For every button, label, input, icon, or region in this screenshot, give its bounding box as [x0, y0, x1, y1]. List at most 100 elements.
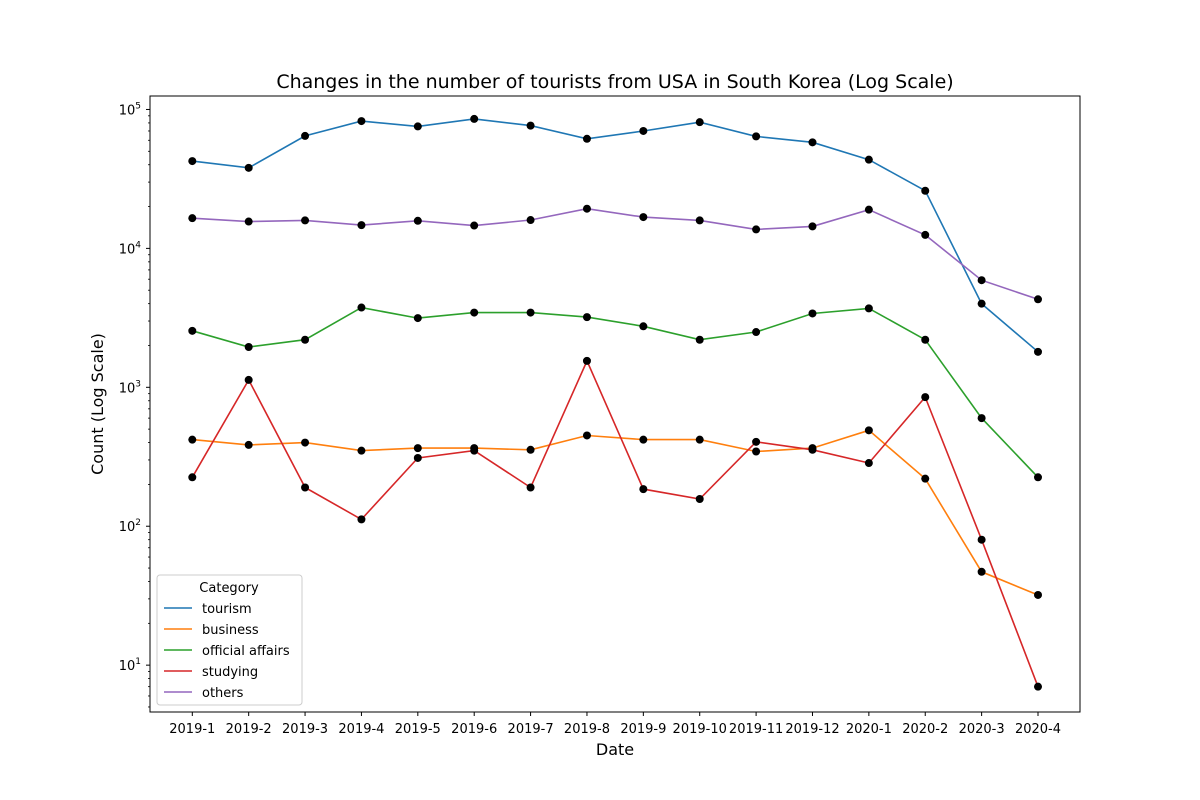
data-point-business	[188, 435, 197, 444]
data-point-studying	[695, 495, 704, 504]
chart-title: Changes in the number of tourists from U…	[276, 71, 953, 93]
y-tick-label: 105	[119, 101, 141, 118]
data-point-tourism	[582, 134, 591, 143]
x-tick-label: 2019-3	[282, 722, 328, 737]
data-point-studying	[470, 446, 479, 455]
data-point-tourism	[470, 114, 479, 123]
data-point-tourism	[357, 117, 366, 126]
data-point-business	[357, 446, 366, 455]
legend-label-business: business	[202, 623, 259, 638]
data-point-official-affairs	[752, 328, 761, 337]
x-tick-label: 2020-2	[902, 722, 948, 737]
data-point-studying	[808, 445, 817, 454]
data-point-official-affairs	[582, 313, 591, 322]
data-point-others	[864, 205, 873, 214]
y-tick-label: 102	[119, 518, 141, 535]
x-tick-label: 2019-12	[785, 722, 839, 737]
x-tick-label: 2020-1	[846, 722, 892, 737]
data-point-others	[808, 222, 817, 231]
data-point-studying	[864, 459, 873, 468]
data-point-official-affairs	[921, 335, 930, 344]
x-tick-label: 2019-9	[620, 722, 666, 737]
data-point-business	[413, 444, 422, 453]
data-point-official-affairs	[695, 335, 704, 344]
legend: Category tourism business official affairs…	[156, 574, 303, 706]
data-point-official-affairs	[526, 308, 535, 317]
data-point-others	[357, 221, 366, 230]
series-line-studying	[191, 358, 1039, 687]
x-tick-label: 2019-2	[226, 722, 272, 737]
data-point-official-affairs	[1034, 473, 1042, 482]
data-point-studying	[752, 437, 761, 446]
data-point-others	[188, 214, 197, 223]
series-line-official-affairs	[192, 306, 1039, 478]
x-axis-ticks: 2019-1 2019-2 2019-3 2019-4 2019-5 2019-6 2019…	[169, 712, 1061, 737]
data-point-others	[470, 221, 479, 230]
data-point-business	[695, 435, 704, 444]
data-point-business	[639, 435, 648, 444]
data-point-tourism	[1034, 347, 1042, 356]
series-line-tourism	[192, 118, 1039, 353]
data-point-tourism	[752, 132, 761, 141]
data-point-tourism	[695, 118, 704, 127]
x-tick-label: 2019-5	[395, 722, 441, 737]
data-point-others	[1034, 295, 1042, 304]
y-axis-ticks: 101 102 103 104 105	[119, 101, 150, 708]
data-point-studying	[921, 393, 930, 402]
data-point-studying	[413, 453, 422, 462]
y-axis-label: Count (Log Scale)	[88, 333, 107, 475]
legend-box	[156, 574, 303, 706]
data-point-studying	[977, 535, 986, 544]
legend-title: Category	[199, 581, 259, 596]
data-point-studying	[301, 483, 310, 492]
y-tick-label: 103	[119, 379, 141, 396]
data-point-tourism	[301, 131, 310, 140]
legend-label-others: others	[202, 686, 244, 701]
data-point-others	[526, 216, 535, 225]
data-point-official-affairs	[639, 322, 648, 331]
x-axis-label: Date	[596, 740, 634, 759]
data-point-tourism	[921, 186, 930, 195]
data-point-tourism	[188, 157, 197, 166]
legend-label-studying: studying	[202, 665, 258, 680]
data-point-others	[977, 276, 986, 285]
data-point-business	[244, 440, 253, 449]
plot-frame	[149, 95, 1081, 713]
data-point-studying	[582, 356, 591, 365]
legend-label-official-affairs: official affairs	[202, 644, 290, 659]
data-point-business	[921, 474, 930, 483]
data-point-official-affairs	[357, 303, 366, 312]
data-point-others	[244, 217, 253, 226]
data-point-business	[526, 445, 535, 454]
data-point-tourism	[244, 163, 253, 172]
x-tick-label: 2019-6	[451, 722, 497, 737]
data-point-studying	[357, 515, 366, 524]
data-point-official-affairs	[808, 309, 817, 318]
data-point-tourism	[864, 155, 873, 164]
data-point-studying	[188, 473, 197, 482]
data-point-studying	[244, 375, 253, 384]
x-tick-label: 2020-4	[1015, 722, 1061, 737]
data-point-official-affairs	[413, 314, 422, 323]
x-tick-label: 2020-3	[959, 722, 1005, 737]
data-point-official-affairs	[470, 308, 479, 317]
data-point-official-affairs	[301, 335, 310, 344]
data-point-business	[1034, 590, 1042, 599]
data-point-official-affairs	[188, 326, 197, 335]
series-line-business	[192, 429, 1039, 596]
data-point-studying	[526, 483, 535, 492]
y-tick-label: 104	[119, 240, 142, 257]
data-point-official-affairs	[864, 304, 873, 313]
data-point-studying	[639, 485, 648, 494]
data-point-tourism	[808, 138, 817, 147]
data-point-official-affairs	[977, 414, 986, 423]
data-point-business	[301, 438, 310, 447]
y-tick-label: 101	[119, 657, 141, 674]
series-line-others	[192, 207, 1039, 301]
data-point-others	[413, 216, 422, 225]
data-point-tourism	[413, 122, 422, 131]
x-tick-label: 2019-10	[673, 722, 727, 737]
data-point-others	[301, 216, 310, 225]
x-tick-label: 2019-1	[169, 722, 215, 737]
